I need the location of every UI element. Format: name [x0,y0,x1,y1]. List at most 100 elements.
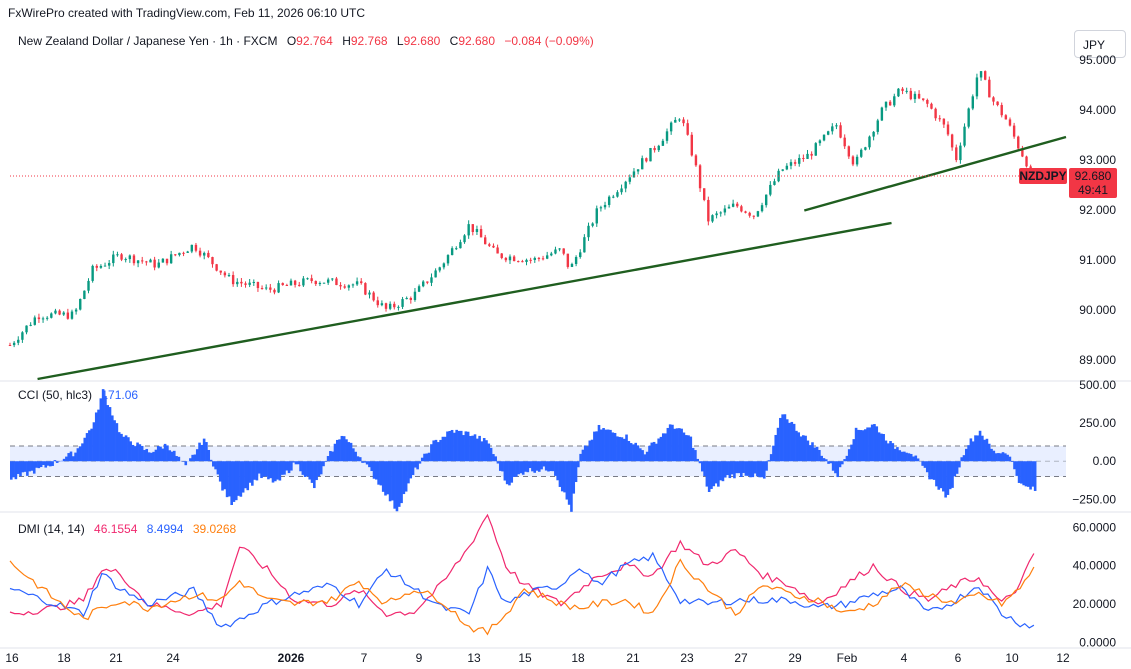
cci-bar [728,461,732,479]
cci-bar [409,461,413,479]
cci-bar [1008,456,1012,462]
candle-body [773,181,776,185]
cci-bar [342,436,346,462]
candle-body [479,229,483,238]
cci-bar [756,461,759,477]
cci-bar [579,453,582,462]
dmi-axis-tick: 0.0000 [1079,635,1116,649]
candle-body [988,79,991,98]
cci-bar [730,461,734,475]
cci-bar [453,432,456,462]
cci-bar [251,461,254,486]
candle-body [541,258,545,260]
cci-bar [792,423,796,462]
candle-body [33,317,36,325]
candle-body [806,153,809,159]
cci-bar [469,436,472,462]
cci-bar [620,437,624,462]
cci-bar [494,456,497,462]
cci-bar [313,461,316,489]
candle-body [264,287,268,289]
cci-bar [932,461,936,480]
cci-bar [489,447,493,462]
cci-bar [140,445,144,462]
cci-bar [875,426,879,462]
cci-bar [455,429,458,462]
cci-bar [257,461,261,474]
cci-bar [372,461,376,479]
candle-body [707,199,710,222]
cci-bar [668,424,672,462]
cci-bar [790,421,794,462]
candle-body [711,215,714,222]
cci-bar [921,461,924,466]
cci-bar [423,453,426,462]
candle-body [380,303,384,306]
cci-bar [588,440,592,462]
candle-body [769,184,772,195]
candle-body [946,124,950,135]
cci-bar [386,461,390,495]
cci-bar [726,461,729,475]
candle-body [975,77,979,97]
candle-body [107,263,111,266]
cci-bar [999,453,1003,462]
time-axis-tick: 21 [109,651,123,665]
cci-bar [53,460,57,462]
cci-bar [556,461,559,481]
cci-bar [905,452,908,462]
cci-bar [299,461,302,472]
cci-bar [459,430,463,462]
cci-bar [76,448,80,462]
cci-bar [485,440,488,462]
cci-bar [616,436,619,462]
cci-bar [593,431,596,462]
cci-bar [691,447,695,462]
cci-bar [466,431,470,462]
open-value: 92.764 [296,34,333,48]
cci-bar [540,461,543,470]
candle-body [955,147,958,161]
candle-body [132,255,136,264]
candle-body [79,298,82,310]
cci-bar [85,433,89,462]
cci-bar [1010,461,1014,462]
cci-bar [78,446,82,462]
candle-body [826,131,830,135]
candle-body [855,156,859,165]
candle-body [455,248,458,250]
candle-body [814,143,817,156]
cci-bar [404,461,408,492]
cci-bar [850,444,853,462]
cci-bar [820,455,823,462]
candle-body [467,224,470,236]
cci-bar [632,444,635,462]
cci-bar [46,461,50,466]
candle-body [579,252,582,258]
cci-bar [535,461,539,471]
cci-bar [795,430,798,462]
currency-button[interactable]: JPY [1074,30,1126,58]
cci-bar [519,461,523,474]
cci-bar [83,437,87,462]
cci-bar [331,451,334,462]
cci-bar [172,450,176,462]
candle-body [99,265,103,268]
cci-bar [847,449,851,462]
cci-bar [595,431,598,462]
cci-bar [416,461,419,470]
cci-bar [1001,452,1005,462]
cci-bar [689,436,693,462]
cci-bar [655,443,658,462]
dmi-plus-value: 46.1554 [94,522,138,536]
cci-bar [721,461,725,482]
dmi-minus-line [9,551,1035,629]
candle-body [207,252,210,258]
candle-body [897,88,900,97]
cci-bar [115,423,119,462]
cci-bar [974,435,977,462]
symbol-legend: New Zealand Dollar / Japanese Yen · 1h ·… [18,34,594,48]
cci-bar [802,435,805,462]
cci-legend: CCI (50, hlc3) 171.06 [18,388,138,402]
